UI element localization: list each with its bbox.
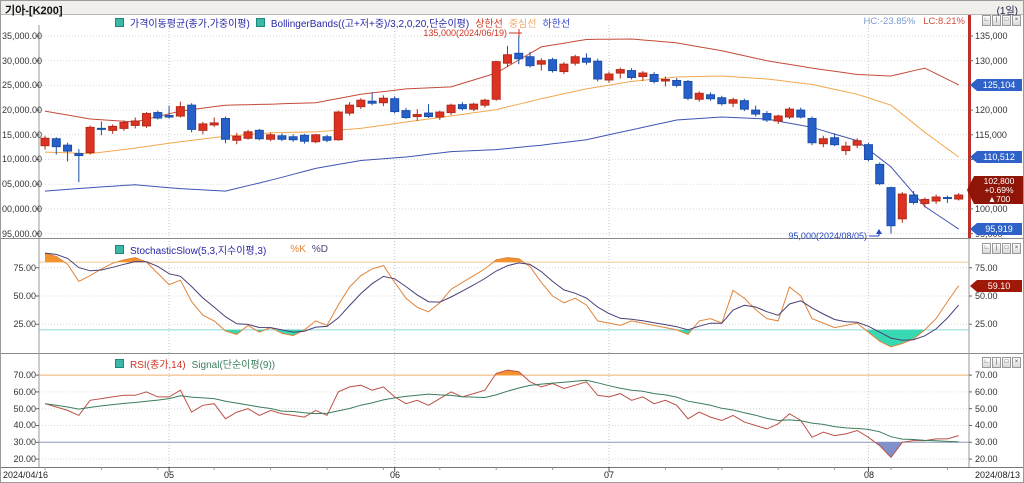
legend-marker-icon: [115, 18, 124, 27]
rsi-y-left-label: 50.00: [13, 404, 36, 414]
rsi-legend: RSI(종가,14) Signal(단순이평(9)): [115, 356, 275, 371]
rsi-y-left-label: 30.00: [13, 437, 36, 447]
legend-upper-band-label: 상한선: [475, 19, 503, 30]
rsi-y-left-label: 20.00: [13, 454, 36, 464]
main-legend: 가격이동평균(종가,가중이평) BollingerBands((고+저+중)/3…: [115, 15, 570, 30]
legend-marker-icon: [115, 359, 124, 368]
current-price-value: 102,800: [983, 176, 1015, 186]
rsi-y-left-label: 70.00: [13, 370, 36, 380]
x-axis-end-date: 2024/08/13: [974, 470, 1020, 480]
stoch-y-left-label: 75.00: [13, 263, 36, 273]
current-price-badge: 102,800 +0.69% ▲700: [967, 176, 1023, 204]
panel-close-button[interactable]: ×: [1012, 243, 1021, 254]
symbol-title: 기아-[K200]: [5, 5, 63, 17]
x-axis-month-label: 06: [389, 470, 400, 480]
main-y-left-label: 20,000.00: [2, 105, 43, 115]
stoch-legend: StochasticSlow(5,3,지수이평,3) %K %D: [115, 242, 328, 257]
main-panel-controls: ∟ | □ ×: [982, 15, 1021, 26]
main-y-right-label: 135,000: [975, 31, 1008, 41]
stoch-d-label: %D: [311, 244, 328, 255]
legend-marker-icon: [255, 18, 265, 27]
rsi-name-label: RSI(종가,14): [130, 360, 186, 371]
main-y-left-label: 05,000.00: [2, 179, 43, 189]
main-y-right-label: 100,000: [975, 204, 1008, 214]
high-annotation: 135,000(2024/06/19): [423, 28, 507, 38]
main-y-left-label: 15,000.00: [2, 130, 43, 140]
x-axis-month-label: 08: [863, 470, 874, 480]
panel-close-button[interactable]: ×: [1012, 357, 1021, 368]
stoch-y-left-label: 50.00: [13, 291, 36, 301]
stoch-k-label: %K: [290, 244, 306, 255]
rsi-signal-label: Signal(단순이평(9)): [191, 360, 276, 371]
main-y-left-label: 35,000.00: [2, 31, 43, 41]
main-y-left-label: 10,000.00: [2, 154, 43, 164]
stoch-y-right-label: 25.00: [975, 319, 998, 329]
x-axis-month-label: 05: [163, 470, 174, 480]
bb-lower-value-badge: 95,919: [970, 223, 1022, 235]
bb-upper-value-badge: 125,104: [970, 79, 1022, 91]
high-compare-label: HC:-23.85%: [863, 16, 916, 27]
stoch-panel-controls: ∟ | □ ×: [982, 243, 1021, 254]
rsi-y-right-label: 30.00: [975, 437, 998, 447]
legend-lower-band-label: 하한선: [542, 19, 571, 30]
rsi-y-right-label: 20.00: [975, 454, 998, 464]
panel-split-button[interactable]: |: [992, 357, 1001, 368]
stoch-y-left-label: 25.00: [13, 319, 36, 329]
rsi-panel-controls: ∟ | □ ×: [982, 357, 1021, 368]
rsi-y-right-label: 70.00: [975, 370, 998, 380]
legend-bb-label: BollingerBands((고+저+중)/3,2,0,20,단순이평): [270, 19, 470, 30]
main-y-left-label: 30,000.00: [2, 56, 43, 66]
panel-split-button[interactable]: |: [992, 243, 1001, 254]
low-annotation: 95,000(2024/08/05): [788, 231, 867, 241]
x-axis-start-date: 2024/04/16: [3, 470, 49, 480]
panel-restore-button[interactable]: ∟: [982, 357, 991, 368]
low-compare-label: LC:8.21%: [923, 16, 965, 27]
rsi-y-right-label: 40.00: [975, 420, 998, 430]
panel-maximize-button[interactable]: □: [1002, 15, 1011, 26]
hc-lc-indicator: HC:-23.85% LC:8.21%: [864, 16, 965, 27]
main-y-right-label: 130,000: [975, 56, 1008, 66]
bb-middle-value-badge: 110,512: [970, 151, 1022, 163]
rsi-y-right-label: 50.00: [975, 404, 998, 414]
rsi-y-left-label: 60.00: [13, 387, 36, 397]
x-axis-month-label: 07: [603, 470, 614, 480]
panel-maximize-button[interactable]: □: [1002, 243, 1011, 254]
panel-maximize-button[interactable]: □: [1002, 357, 1011, 368]
main-y-right-label: 115,000: [975, 130, 1007, 140]
legend-ma-label: 가격이동평균(종가,가중이평): [130, 19, 250, 30]
legend-middle-band-label: 중심선: [508, 19, 537, 30]
panel-split-button[interactable]: |: [992, 15, 1001, 26]
main-y-left-label: 95,000.00: [2, 229, 43, 239]
stoch-y-right-label: 75.00: [975, 263, 998, 273]
stoch-k-value-badge: 59.10: [970, 280, 1022, 292]
main-y-left-label: 25,000.00: [2, 80, 43, 90]
panel-close-button[interactable]: ×: [1012, 15, 1021, 26]
stoch-y-right-label: 50.00: [975, 291, 998, 301]
window-header: [1, 1, 1023, 15]
panel-restore-button[interactable]: ∟: [982, 243, 991, 254]
rsi-y-right-label: 60.00: [975, 387, 998, 397]
current-price-change-amt: ▲700: [987, 194, 1011, 204]
main-y-left-label: 00,000.00: [2, 204, 43, 214]
legend-marker-icon: [115, 245, 124, 254]
panel-restore-button[interactable]: ∟: [982, 15, 991, 26]
current-price-change-pct: +0.69%: [984, 185, 1014, 195]
stoch-name-label: StochasticSlow(5,3,지수이평,3): [130, 246, 267, 257]
interval-label: (1일): [996, 6, 1018, 17]
rsi-y-left-label: 40.00: [13, 420, 36, 430]
main-y-right-label: 120,000: [975, 105, 1008, 115]
